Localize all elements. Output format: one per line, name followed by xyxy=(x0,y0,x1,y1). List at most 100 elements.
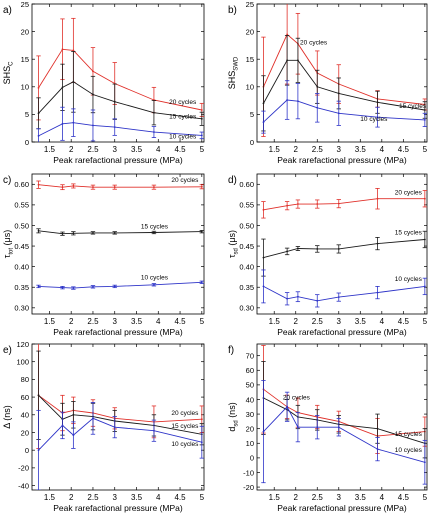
y-tick-label: -10 xyxy=(243,468,254,477)
x-tick-label: 4.5 xyxy=(174,493,186,502)
x-tick-label: 1.5 xyxy=(269,145,281,154)
data-point xyxy=(262,256,265,259)
y-label-main: d xyxy=(227,427,237,432)
x-tick-label: 4 xyxy=(380,317,385,326)
x-tick-label: 3.5 xyxy=(131,493,143,502)
plot-area xyxy=(36,17,204,142)
plot-frame xyxy=(256,173,428,315)
y-label-main: SHS xyxy=(2,66,12,85)
x-tick-label: 3 xyxy=(337,145,342,154)
x-tick-label: 3 xyxy=(337,493,342,502)
x-tick-label: 2 xyxy=(294,317,299,326)
y-tick-label: 0.60 xyxy=(239,180,254,189)
data-point xyxy=(262,285,265,288)
data-point xyxy=(262,121,265,124)
data-point xyxy=(61,232,64,235)
y-tick-label: 0 xyxy=(250,454,254,463)
data-point xyxy=(337,248,340,250)
data-point xyxy=(376,197,379,200)
y-tick-label: 60 xyxy=(21,393,29,402)
series-label-15-cycles: 15 cycles xyxy=(395,431,423,438)
data-point xyxy=(296,295,299,298)
x-tick-label: 3 xyxy=(113,493,118,502)
y-tick-label: 0.30 xyxy=(239,304,254,313)
y-label-unit: (ns) xyxy=(2,405,12,423)
y-label-main: SHS xyxy=(227,71,237,90)
series-label-20-cycles: 20 cycles xyxy=(395,190,423,197)
data-point xyxy=(92,93,94,96)
x-axis-label: Peak rarefactional pressure (MPa) xyxy=(53,327,183,337)
x-axis-label: Peak rarefactional pressure (MPa) xyxy=(277,327,407,337)
panel-label: e) xyxy=(3,345,12,356)
y-tick-label: 0 xyxy=(25,446,29,455)
series-label-15-cycles: 15 cycles xyxy=(171,423,199,430)
data-point xyxy=(296,100,299,103)
data-point xyxy=(61,122,64,125)
y-tick-label: 0.30 xyxy=(14,304,29,313)
data-point xyxy=(286,297,289,300)
y-tick-label: 0 xyxy=(250,138,254,147)
plot-frame xyxy=(256,3,428,143)
x-tick-label: 3 xyxy=(113,317,118,326)
y-label-main: τ xyxy=(227,254,237,258)
y-tick-label: 70 xyxy=(246,351,254,360)
y-label-main: τ xyxy=(2,254,12,258)
y-label-subscript: sd xyxy=(234,248,240,254)
panel-label: c) xyxy=(3,175,11,186)
chart-panel-b: 1.5 2 2.5 3 3.5 4 4.5 5 0 5 10 15 20 25 Peak rarefacti… xyxy=(227,0,428,165)
series-label-20-cycles: 20 cycles xyxy=(171,410,199,417)
data-point xyxy=(316,106,319,109)
data-point xyxy=(113,186,116,189)
data-point xyxy=(37,183,40,186)
y-axis-label: SHSSWD xyxy=(227,56,240,89)
data-point xyxy=(376,242,379,245)
plot-area xyxy=(36,180,204,290)
y-tick-label: 0.55 xyxy=(239,201,254,210)
data-point xyxy=(423,461,426,464)
x-tick-label: 2 xyxy=(69,493,74,502)
data-point xyxy=(337,426,340,429)
data-point xyxy=(316,248,319,250)
series-label-10-cycles: 10 cycles xyxy=(171,441,199,448)
data-point xyxy=(423,197,426,200)
data-point xyxy=(376,427,379,430)
y-tick-label: 40 xyxy=(21,411,29,420)
data-point xyxy=(72,287,75,289)
data-point xyxy=(72,434,75,437)
x-axis-label: Peak rarefactional pressure (MPa) xyxy=(53,503,183,513)
x-tick-label: 2.5 xyxy=(87,145,99,154)
y-tick-label: 0.45 xyxy=(239,242,254,251)
y-tick-label: 0.35 xyxy=(239,283,254,292)
y-tick-label: 20 xyxy=(246,27,254,36)
panel-label: f) xyxy=(228,345,234,356)
data-point xyxy=(286,99,289,101)
y-label-unit: (μs) xyxy=(227,230,237,248)
y-label-subscript: SWD xyxy=(234,56,240,71)
y-tick-label: 40 xyxy=(246,395,254,404)
x-tick-label: 3.5 xyxy=(355,317,367,326)
x-tick-label: 4 xyxy=(380,145,385,154)
y-tick-label: 0.45 xyxy=(14,242,29,251)
series-line-20-cycles xyxy=(263,198,425,211)
data-point xyxy=(376,116,379,119)
x-tick-label: 1.5 xyxy=(44,145,56,154)
data-point xyxy=(286,250,289,253)
y-tick-label: 30 xyxy=(246,410,254,419)
y-tick-label: 50 xyxy=(246,381,254,390)
data-point xyxy=(61,86,64,89)
y-label-unit: (μs) xyxy=(2,230,12,248)
chart-panel-e: 1.5 2 2.5 3 3.5 4 4.5 5 -40 -20 0 20 40 60 80 100 120 Pea… xyxy=(2,340,205,513)
y-tick-label: 0.50 xyxy=(239,221,254,230)
plot-area xyxy=(261,4,427,137)
x-tick-label: 2 xyxy=(294,493,299,502)
data-point xyxy=(72,80,75,83)
data-point xyxy=(316,426,319,429)
series-label-20-cycles: 20 cycles xyxy=(171,177,199,184)
data-point xyxy=(37,394,40,397)
data-point xyxy=(376,101,379,104)
series-label-10-cycles: 10 cycles xyxy=(395,276,423,283)
y-tick-label: 25 xyxy=(246,0,254,9)
data-point xyxy=(286,33,289,36)
chart-panel-a: 1.5 2 2.5 3 3.5 4 4.5 5 0 5 10 15 20 25 Peak rarefacti… xyxy=(2,0,205,165)
